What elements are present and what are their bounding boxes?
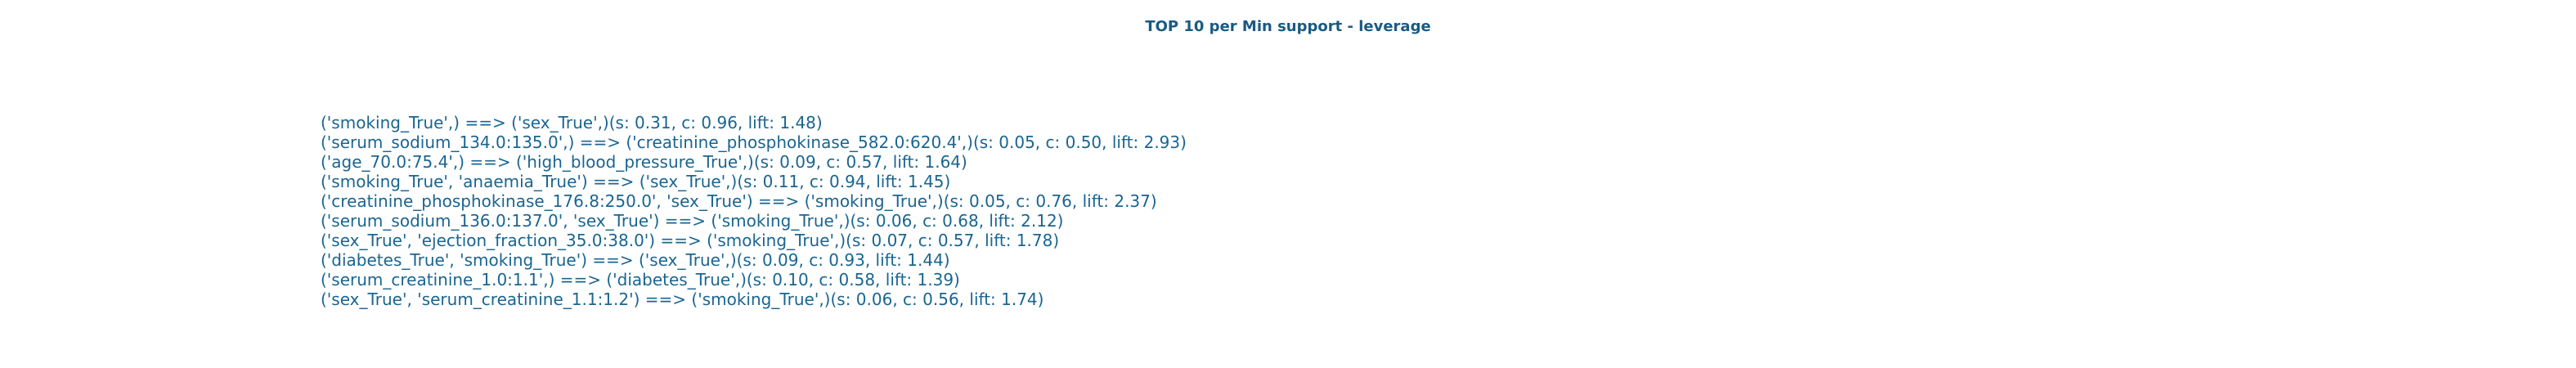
- rule-item: ('age_70.0:75.4',) ==> ('high_blood_pres…: [321, 152, 967, 172]
- rule-item: ('smoking_True',) ==> ('sex_True',)(s: 0…: [321, 113, 823, 132]
- rule-item: ('diabetes_True', 'smoking_True') ==> ('…: [321, 250, 950, 270]
- rule-item: ('sex_True', 'ejection_fraction_35.0:38.…: [321, 231, 1060, 250]
- rule-item: ('creatinine_phosphokinase_176.8:250.0',…: [321, 191, 1157, 211]
- rule-item: ('smoking_True', 'anaemia_True') ==> ('s…: [321, 172, 951, 191]
- chart-title: TOP 10 per Min support - leverage: [1145, 18, 1431, 35]
- rule-item: ('serum_sodium_134.0:135.0',) ==> ('crea…: [321, 132, 1187, 152]
- rule-item: ('serum_creatinine_1.0:1.1',) ==> ('diab…: [321, 270, 960, 289]
- rules-list: ('smoking_True',) ==> ('sex_True',)(s: 0…: [321, 113, 1187, 309]
- rule-item: ('sex_True', 'serum_creatinine_1.1:1.2')…: [321, 289, 1044, 309]
- rule-item: ('serum_sodium_136.0:137.0', 'sex_True')…: [321, 211, 1064, 231]
